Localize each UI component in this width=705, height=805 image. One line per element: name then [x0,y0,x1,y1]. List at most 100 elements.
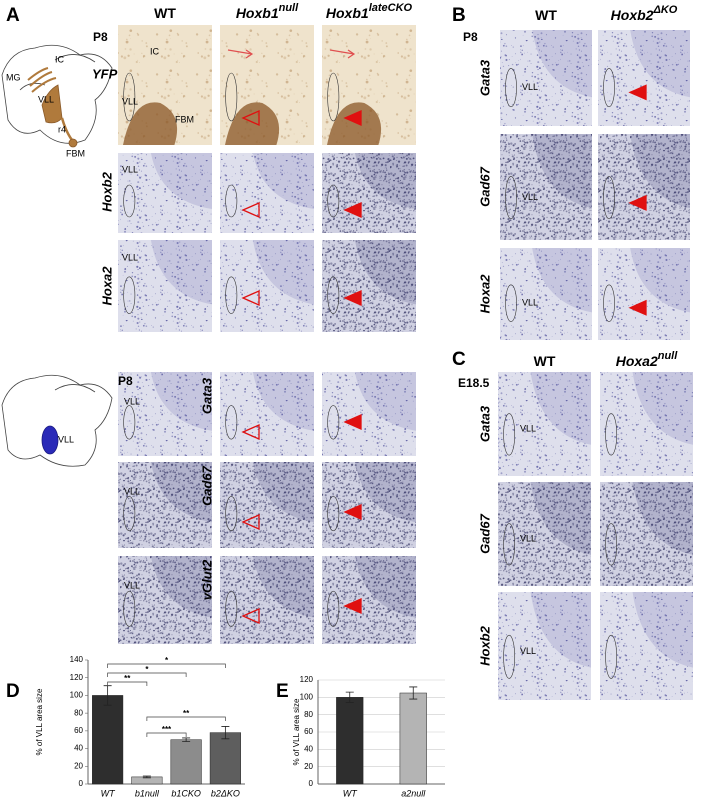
vll-outline [605,523,618,566]
vll-outline [503,413,516,456]
significance-label: ** [124,674,131,683]
vll-outline [605,634,618,679]
y-tick-label: 0 [79,779,84,788]
label: VLL [122,96,138,106]
y-tick-label: 140 [70,655,84,664]
vll-outline [225,276,238,314]
arrowhead-open [241,202,260,218]
vll-outline [327,184,340,218]
significance-bracket [146,716,226,721]
gene: WT [535,7,557,23]
tissue-region [632,482,693,555]
label: VLL [38,94,54,104]
significance-bracket [107,672,187,677]
label: VLL [520,646,536,656]
tissue-region [530,372,591,445]
label: VLL [122,164,138,174]
micrograph-texture [220,462,314,548]
label: E18.5 [458,376,490,390]
label: IC [55,54,65,64]
label: VLL [124,396,140,406]
vll-outline [327,496,340,532]
yfp-signal [123,102,178,145]
arrowhead-filled [628,299,647,316]
significance-label: *** [162,725,172,734]
y-tick-label: 20 [304,762,313,771]
micrograph-texture [322,372,416,456]
arrowhead-open [241,608,260,624]
vll-outline [327,276,340,314]
bar [170,739,202,785]
tissue-region [150,556,212,618]
label: D [6,681,20,702]
genotype: null [279,2,299,14]
micrograph-texture [118,240,212,332]
bar [92,695,124,785]
arrowhead-open [241,514,260,530]
micrograph-texture [598,30,690,126]
arrowhead-open [241,110,260,126]
yfp-signal [225,102,280,145]
vll-outline [327,72,340,122]
tissue-region [150,372,212,431]
column-header: WT [534,353,556,369]
label: VLL [520,424,536,434]
label: P8 [118,374,133,388]
x-tick-label: WT [101,788,116,798]
micrograph-texture [118,372,212,456]
label: VLL [122,252,138,262]
vll-outline [603,284,615,322]
vll-outline [123,496,136,532]
micrograph-texture [598,248,690,340]
gene: WT [534,353,556,369]
vll-outline [503,523,516,566]
tissue-region [630,134,690,209]
label: Gad67 [477,166,492,207]
genotype: ΔKO [652,4,677,16]
tissue-region [150,240,212,305]
micrograph-texture [600,482,693,586]
label: VLL [522,82,538,92]
label: IC [150,46,160,56]
x-tick-label: b1null [135,788,160,798]
micrograph-texture [322,240,416,332]
micrograph-texture [498,482,591,586]
tissue-region [630,30,690,98]
vll-outline [225,590,238,627]
micrograph-texture [598,134,690,240]
tissue-region [252,372,314,431]
error-bar [221,726,230,740]
y-axis-label: % of VLL area size [292,698,301,765]
vll-outline [123,276,136,314]
vll-outline [123,405,136,440]
schematic-bottom [1,374,113,467]
bar [336,697,364,785]
label: B [452,5,466,26]
label: VLL [124,486,140,496]
vll-outline [327,405,340,440]
label: Hoxb2 [477,625,492,666]
micrograph-texture [500,248,592,340]
tissue-region [150,462,212,523]
y-tick-label: 60 [304,727,313,736]
vll-outline [123,72,136,122]
vll-outline [225,184,238,218]
y-tick-label: 80 [304,710,313,719]
gene: Hoxb1 [236,5,279,21]
arrowhead-open [241,290,260,306]
vll-outline [505,68,517,108]
y-tick-label: 100 [70,691,84,700]
tissue-region [532,134,592,209]
label: P8 [463,30,478,44]
label: FBM [66,148,85,158]
micrograph-texture [500,134,592,240]
tissue-region [632,592,693,668]
tissue-region [252,462,314,523]
vll-outline [123,184,136,218]
tissue-region [530,592,591,668]
column-header: Hoxa2null [616,350,679,369]
column-header: Hoxb1lateCKO [326,2,413,21]
tissue-region [530,482,591,555]
micrograph-texture [498,592,591,700]
tissue-region [532,30,592,98]
